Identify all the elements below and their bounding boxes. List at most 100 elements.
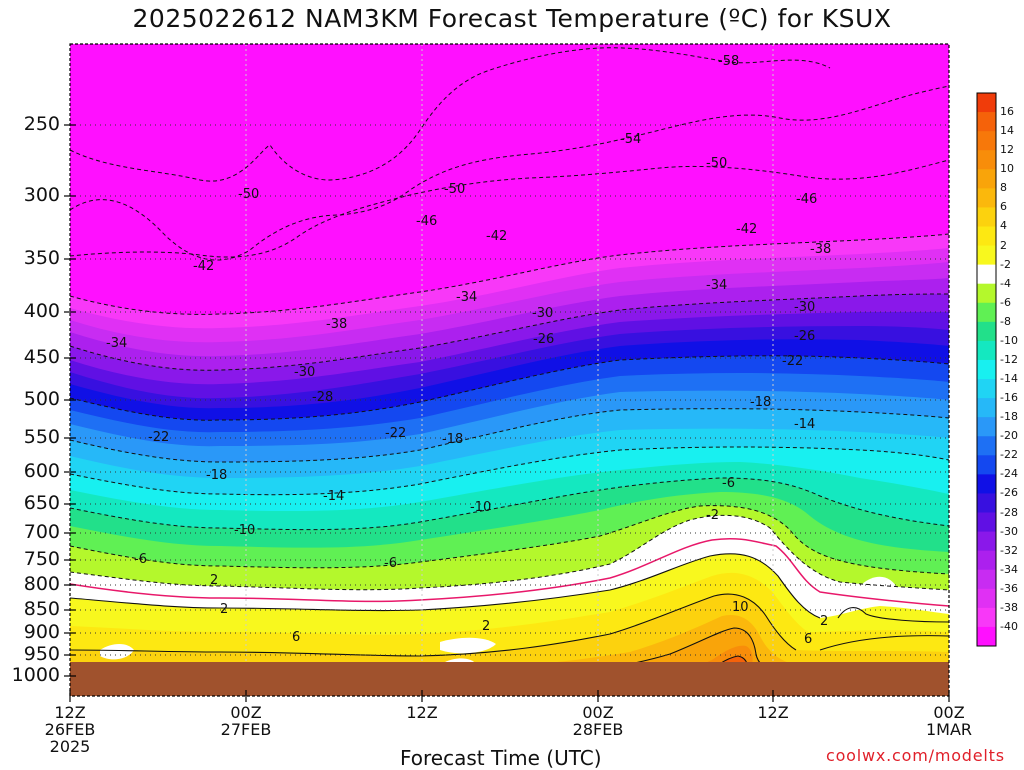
colorbar-label: -36 xyxy=(1000,581,1018,595)
contour-label: -42 xyxy=(193,259,215,274)
colorbar-label: 8 xyxy=(1000,181,1007,195)
colorbar-label: -16 xyxy=(1000,391,1018,405)
colorbar-label: -22 xyxy=(1000,448,1018,462)
colorbar-label: -18 xyxy=(1000,410,1018,424)
colorbar-label: -40 xyxy=(1000,619,1018,633)
colorbar-swatch xyxy=(977,112,996,132)
colorbar-swatch xyxy=(977,226,996,246)
contour-label: -18 xyxy=(750,395,772,410)
ground-surface xyxy=(70,662,949,696)
colorbar-label: 16 xyxy=(1000,105,1014,119)
contour-label: -14 xyxy=(794,417,816,432)
contour-label: -34 xyxy=(706,278,728,293)
colorbar-swatch xyxy=(977,150,996,170)
y-tick-label: 250 xyxy=(23,113,60,135)
contour-label: -42 xyxy=(736,222,758,237)
colorbar-swatch xyxy=(977,436,996,456)
contour-label: -46 xyxy=(796,192,818,207)
y-tick-label: 350 xyxy=(23,247,60,269)
y-tick-marks xyxy=(64,124,76,677)
contour-label: 10 xyxy=(732,600,749,615)
colorbar-label: -20 xyxy=(1000,429,1018,443)
contour-label: -10 xyxy=(470,500,492,515)
colorbar-label: -26 xyxy=(1000,486,1018,500)
colorbar-label: -10 xyxy=(1000,333,1018,347)
source-credit: coolwx.com/modelts xyxy=(826,746,1005,765)
colorbar-swatch xyxy=(977,588,996,609)
colorbar-swatch xyxy=(977,264,996,285)
y-tick-label: 500 xyxy=(23,388,60,410)
x-tick-label: 12Z 26FEB 2025 xyxy=(44,703,96,756)
colorbar-swatch xyxy=(977,340,996,361)
contour-label: 6 xyxy=(292,630,301,645)
contour-label: -50 xyxy=(444,182,466,197)
colorbar-label: 10 xyxy=(1000,162,1014,176)
y-tick-label: 600 xyxy=(23,460,60,482)
y-tick-label: 650 xyxy=(23,492,60,514)
colorbar-swatch xyxy=(977,302,996,323)
contour-label: -34 xyxy=(456,290,478,305)
contour-label: -38 xyxy=(326,317,348,332)
colorbar-swatch xyxy=(977,493,996,513)
colorbar-swatch xyxy=(977,359,996,380)
contour-label: -6 xyxy=(722,476,735,491)
colorbar-frame xyxy=(976,92,997,647)
colorbar-swatch xyxy=(977,379,996,399)
contour-label: -30 xyxy=(294,365,316,380)
y-tick-label: 400 xyxy=(23,300,60,322)
contour-label: -2 xyxy=(706,508,719,523)
y-tick-label: 900 xyxy=(23,621,60,643)
contour-label: -30 xyxy=(794,300,816,315)
x-tick-label: 00Z 27FEB xyxy=(220,703,272,739)
white-pocket-2 xyxy=(440,637,496,654)
colorbar-swatch xyxy=(977,398,996,418)
contour-label: -6 xyxy=(384,556,397,571)
x-tick-label: 00Z 28FEB xyxy=(572,703,624,739)
contour-label: -6 xyxy=(134,552,147,567)
colorbar-label: -38 xyxy=(1000,600,1018,614)
y-tick-label: 550 xyxy=(23,426,60,448)
x-tick-label: 00Z 1MAR xyxy=(925,703,973,739)
colorbar-swatch xyxy=(977,474,996,494)
colorbar-swatch xyxy=(977,283,996,304)
colorbar-label: -34 xyxy=(1000,562,1018,576)
x-tick-marks xyxy=(69,690,950,702)
contour-label: -26 xyxy=(794,329,816,344)
colorbar-label: -24 xyxy=(1000,467,1018,481)
colorbar-swatch xyxy=(977,626,996,647)
colorbar-label: -6 xyxy=(1000,295,1011,309)
y-tick-label: 700 xyxy=(23,521,60,543)
contour-label: 2 xyxy=(220,602,229,617)
x-axis-label: Forecast Time (UTC) xyxy=(400,746,602,770)
contour-label: -54 xyxy=(620,132,642,147)
contour-label: -34 xyxy=(106,336,128,351)
colorbar-label: -30 xyxy=(1000,524,1018,538)
colorbar-swatch xyxy=(977,569,996,590)
colorbar-label: -32 xyxy=(1000,543,1018,557)
contour-label: -30 xyxy=(532,306,554,321)
colorbar-label: 14 xyxy=(1000,124,1014,138)
y-tick-label: 800 xyxy=(23,573,60,595)
y-tick-label: 750 xyxy=(23,548,60,570)
colorbar-label: 6 xyxy=(1000,200,1007,214)
colorbar-swatch xyxy=(977,607,996,628)
y-tick-label: 950 xyxy=(23,643,60,665)
contour-label: -10 xyxy=(234,523,256,538)
contour-label: -42 xyxy=(486,229,508,244)
contour-label: 2 xyxy=(482,619,491,634)
colorbar-label: -4 xyxy=(1000,276,1011,290)
contour-label: -58 xyxy=(718,54,740,69)
colorbar-swatch xyxy=(977,417,996,437)
contour-label: -38 xyxy=(810,242,832,257)
colorbar-swatch xyxy=(977,188,996,208)
colorbar-swatch xyxy=(977,245,996,266)
contour-label: -22 xyxy=(385,426,407,441)
colorbar-label: -12 xyxy=(1000,352,1018,366)
colorbar-swatch xyxy=(977,550,996,571)
contour-label: -14 xyxy=(323,489,345,504)
contour-label: -22 xyxy=(782,354,804,369)
contour-label: -22 xyxy=(148,430,170,445)
colorbar-label: 2 xyxy=(1000,238,1007,252)
colorbar-label: 4 xyxy=(1000,219,1007,233)
